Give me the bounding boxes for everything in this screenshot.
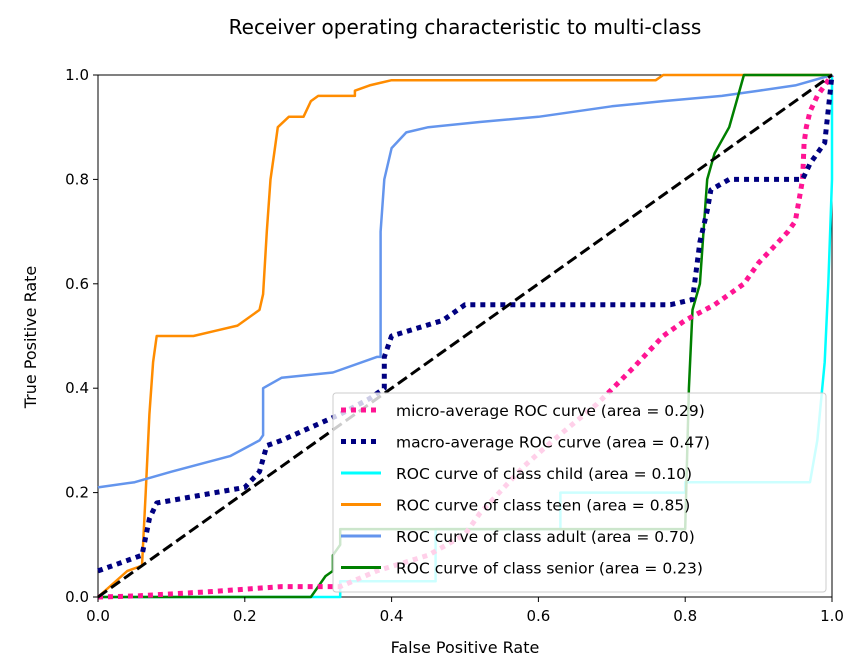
legend-label: ROC curve of class child (area = 0.10) bbox=[396, 465, 692, 483]
chance-diagonal-line bbox=[97, 73, 833, 599]
y-tick-label: 0.8 bbox=[65, 170, 89, 188]
x-axis-label: False Positive Rate bbox=[391, 638, 540, 657]
legend-label: ROC curve of class teen (area = 0.85) bbox=[396, 497, 690, 515]
x-tick-label: 0.0 bbox=[86, 607, 110, 625]
series-line-4 bbox=[97, 73, 833, 489]
x-tick-label: 0.8 bbox=[673, 607, 697, 625]
legend-label: macro-average ROC curve (area = 0.47) bbox=[396, 434, 710, 452]
legend-box bbox=[332, 392, 827, 593]
legend-label: ROC curve of class adult (area = 0.70) bbox=[396, 528, 695, 546]
legend-label: ROC curve of class senior (area = 0.23) bbox=[396, 560, 703, 578]
legend-label: micro-average ROC curve (area = 0.29) bbox=[396, 402, 705, 420]
series-line-1 bbox=[97, 74, 835, 574]
y-tick-label: 0.4 bbox=[65, 379, 89, 397]
axes: 0.0 0.2 0.4 0.6 0.8 1.0 0.0 0.2 0.4 0.6 0.8 1.0 bbox=[65, 66, 844, 625]
x-tick-label: 0.4 bbox=[380, 607, 404, 625]
y-axis-label: True Positive Rate bbox=[21, 266, 40, 410]
legend: micro-average ROC curve (area = 0.29) mac… bbox=[332, 392, 827, 593]
x-tick-label: 1.0 bbox=[820, 607, 844, 625]
y-tick-label: 0.6 bbox=[65, 275, 89, 293]
y-tick-label: 0.0 bbox=[65, 588, 89, 606]
series-line-0 bbox=[97, 73, 835, 600]
series-line-3 bbox=[97, 73, 832, 598]
x-tick-label: 0.2 bbox=[233, 607, 257, 625]
y-tick-label: 0.2 bbox=[65, 484, 89, 502]
chart-title: Receiver operating characteristic to mul… bbox=[229, 15, 702, 39]
x-tick-label: 0.6 bbox=[526, 607, 550, 625]
y-tick-label: 1.0 bbox=[65, 66, 89, 84]
